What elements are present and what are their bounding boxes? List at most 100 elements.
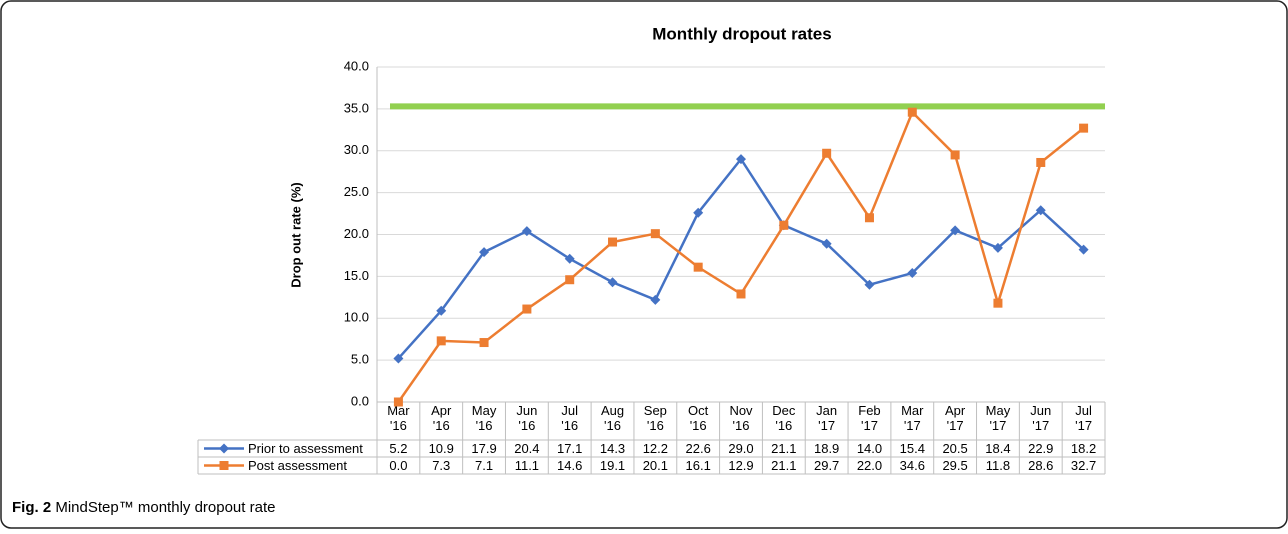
x-tick-label: Jan '17 xyxy=(816,403,837,433)
table-value: 5.2 xyxy=(389,441,407,456)
marker xyxy=(992,242,1003,253)
table-value: 29.7 xyxy=(814,458,839,473)
marker xyxy=(993,298,1003,308)
table-value: 20.4 xyxy=(514,441,539,456)
marker xyxy=(650,294,661,305)
caption: Fig. 2 MindStep™ monthly dropout rate xyxy=(12,499,275,516)
x-tick-label: Apr '16 xyxy=(431,403,452,433)
table-value: 12.2 xyxy=(643,441,668,456)
table-value: 29.5 xyxy=(942,458,967,473)
y-tick-label: 30.0 xyxy=(344,142,369,157)
table-value: 20.5 xyxy=(942,441,967,456)
marker xyxy=(864,279,875,290)
marker xyxy=(822,148,832,158)
table-value: 16.1 xyxy=(686,458,711,473)
x-tick-label: Mar '16 xyxy=(387,403,410,433)
table-value: 7.1 xyxy=(475,458,493,473)
table-value: 10.9 xyxy=(429,441,454,456)
legend-label: Prior to assessment xyxy=(248,441,363,456)
marker xyxy=(607,277,618,288)
table-value: 22.0 xyxy=(857,458,882,473)
chart-title: Monthly dropout rates xyxy=(652,24,831,43)
x-tick-label: Jul '17 xyxy=(1075,403,1092,433)
x-tick-label: Dec '16 xyxy=(772,403,796,433)
table-value: 15.4 xyxy=(900,441,925,456)
x-tick-label: Jun '17 xyxy=(1030,403,1051,433)
marker xyxy=(907,107,917,117)
marker xyxy=(436,336,446,346)
y-axis-label: Drop out rate (%) xyxy=(288,182,303,287)
marker xyxy=(1078,244,1089,255)
y-tick-label: 10.0 xyxy=(344,310,369,325)
y-tick-label: 35.0 xyxy=(344,100,369,115)
table-value: 20.1 xyxy=(643,458,668,473)
table-value: 14.6 xyxy=(557,458,582,473)
x-tick-label: Oct '16 xyxy=(688,403,709,433)
x-tick-label: Sep '16 xyxy=(644,403,667,433)
marker xyxy=(479,247,490,258)
table-value: 22.6 xyxy=(686,441,711,456)
y-tick-label: 25.0 xyxy=(344,184,369,199)
marker xyxy=(521,226,532,237)
table-value: 14.0 xyxy=(857,441,882,456)
marker xyxy=(950,225,961,236)
table-value: 17.1 xyxy=(557,441,582,456)
legend-label: Post assessment xyxy=(248,458,347,473)
marker xyxy=(650,229,660,239)
marker xyxy=(393,353,404,364)
marker xyxy=(821,238,832,249)
y-tick-label: 0.0 xyxy=(351,393,369,408)
table-value: 21.1 xyxy=(771,441,796,456)
table-value: 34.6 xyxy=(900,458,925,473)
x-tick-label: Apr '17 xyxy=(945,403,966,433)
marker xyxy=(736,289,746,299)
marker xyxy=(565,275,575,285)
marker xyxy=(950,150,960,160)
table-value: 18.4 xyxy=(985,441,1010,456)
table-value: 11.1 xyxy=(515,458,539,473)
marker xyxy=(479,338,489,348)
marker xyxy=(564,253,575,264)
x-tick-label: May '16 xyxy=(472,403,497,433)
table-value: 0.0 xyxy=(389,458,407,473)
marker xyxy=(1079,123,1089,133)
y-tick-label: 40.0 xyxy=(344,58,369,73)
marker xyxy=(219,443,229,454)
x-tick-label: Jun '16 xyxy=(516,403,537,433)
marker xyxy=(693,262,703,272)
caption-label: Fig. 2 xyxy=(12,499,51,516)
marker xyxy=(736,154,746,165)
table-value: 22.9 xyxy=(1028,441,1053,456)
table-value: 18.9 xyxy=(814,441,839,456)
table-value: 12.9 xyxy=(728,458,753,473)
table-value: 32.7 xyxy=(1071,458,1096,473)
marker xyxy=(219,461,229,470)
table-value: 28.6 xyxy=(1028,458,1053,473)
table-value: 14.3 xyxy=(600,441,625,456)
marker xyxy=(608,237,618,247)
marker xyxy=(393,397,403,407)
table-value: 18.2 xyxy=(1071,441,1096,456)
x-tick-label: Nov '16 xyxy=(729,403,753,433)
table-value: 7.3 xyxy=(432,458,450,473)
x-tick-label: May '17 xyxy=(986,403,1011,433)
x-tick-label: Aug '16 xyxy=(601,403,624,433)
table-value: 19.1 xyxy=(600,458,625,473)
table-value: 29.0 xyxy=(728,441,753,456)
marker xyxy=(1036,157,1046,167)
table-value: 21.1 xyxy=(771,458,796,473)
y-tick-label: 20.0 xyxy=(344,226,369,241)
x-tick-label: Mar '17 xyxy=(901,403,924,433)
table-value: 17.9 xyxy=(471,441,496,456)
marker xyxy=(693,207,704,218)
marker xyxy=(522,304,532,314)
caption-text: MindStep™ monthly dropout rate xyxy=(55,499,275,516)
marker xyxy=(864,213,874,223)
y-tick-label: 5.0 xyxy=(351,352,369,367)
marker xyxy=(907,268,918,279)
marker xyxy=(436,305,447,316)
y-tick-label: 15.0 xyxy=(344,268,369,283)
marker xyxy=(1035,205,1046,216)
